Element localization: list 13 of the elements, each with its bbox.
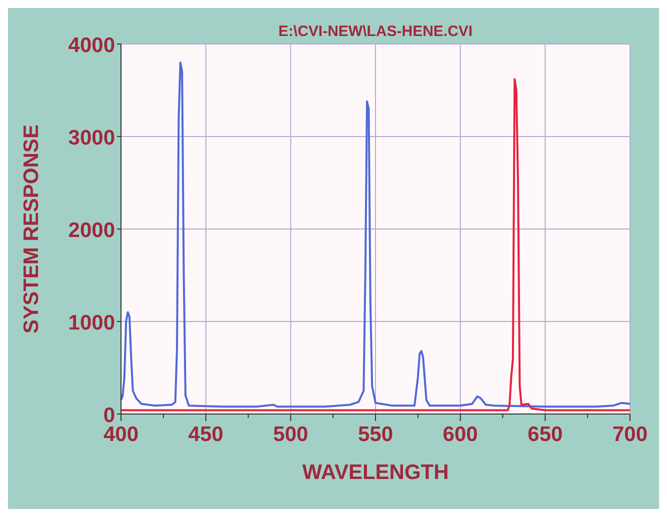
y-tick-label: 4000 [68,34,115,57]
y-tick-label: 2000 [68,219,115,242]
x-tick-label: 650 [528,423,563,446]
x-tick-label: 500 [273,423,308,446]
y-axis-title: SYSTEM RESPONSE [20,124,43,334]
y-tick-label: 1000 [68,312,115,334]
y-tick-label: 3000 [68,126,115,150]
x-tick-label: 600 [442,423,478,446]
x-axis-title: WAVELENGTH [302,461,449,484]
chart-title: E:\CVI-NEW\LAS-HENE.CVI [278,23,473,40]
x-tick-label: 700 [612,423,648,446]
x-tick-label: 450 [188,423,224,446]
x-tick-label: 550 [358,423,394,446]
